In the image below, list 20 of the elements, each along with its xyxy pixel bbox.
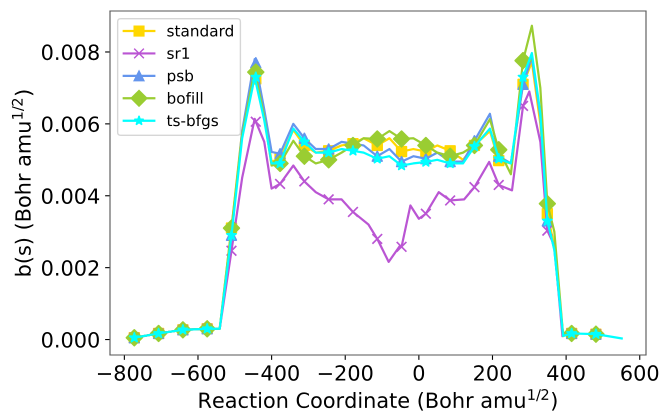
legend-label: standard (167, 24, 233, 37)
legend-label: psb (168, 70, 194, 84)
legend-label: bofill (168, 92, 202, 104)
x-axis-title: Reaction Coordinate (Bohr amu$^{1/2}$) (200, 389, 557, 411)
legend-label: sr1 (167, 48, 190, 59)
x-tick-label: 200 (474, 365, 511, 381)
y-axis-title: b(s) (Bohr amu$^{1/2}$) (12, 90, 34, 276)
x-tick-label: 600 (621, 365, 658, 381)
y-tick-label: 0.004 (42, 188, 100, 204)
y-tick-label: 0.008 (42, 44, 99, 60)
legend-label: ts-bfgs (166, 114, 218, 130)
y-tick-label: 0.000 (42, 332, 99, 348)
x-tick-label: −200 (318, 365, 372, 381)
y-tick-label: 0.002 (42, 260, 98, 276)
x-tick-label: −600 (172, 365, 226, 381)
x-tick-label: 400 (547, 365, 585, 381)
x-tick-label: −400 (245, 365, 299, 381)
x-tick-label: 0 (414, 365, 424, 381)
y-tick-label: 0.006 (42, 116, 99, 132)
x-tick-label: −800 (98, 365, 152, 381)
